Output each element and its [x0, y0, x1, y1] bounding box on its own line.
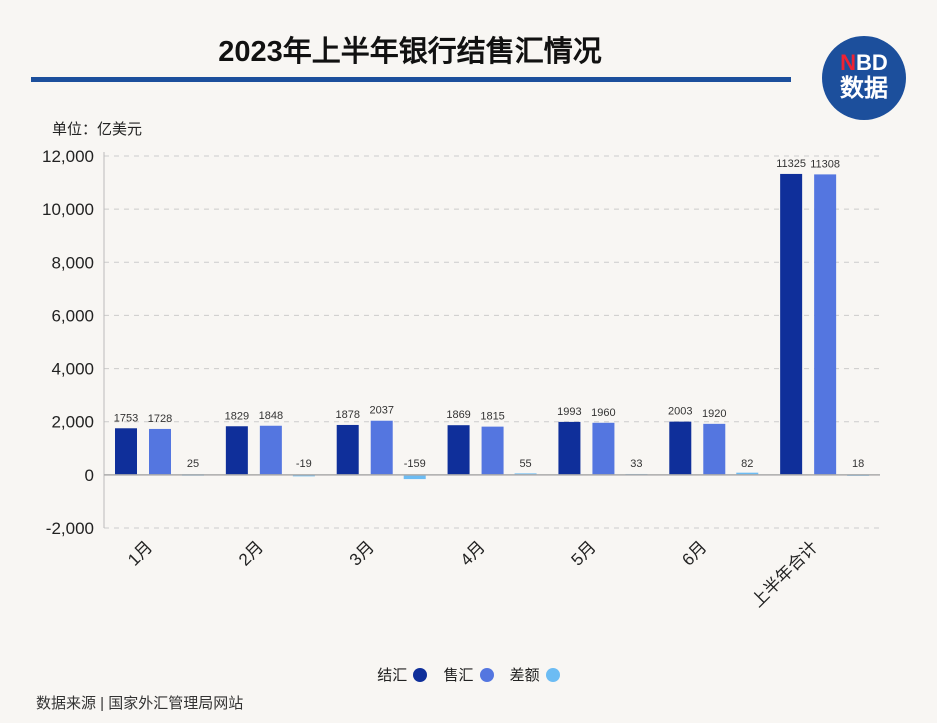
legend-item-jiehui: 结汇 [377, 667, 428, 684]
bar-0 [447, 425, 470, 475]
x-tick-label: 5月 [568, 537, 600, 569]
y-tick-label: 12,000 [42, 147, 94, 166]
y-tick-label: 8,000 [51, 253, 94, 272]
data-label: 18 [852, 458, 864, 470]
bar-0 [669, 421, 692, 475]
data-label: 1993 [557, 406, 581, 418]
bar-0 [336, 424, 359, 475]
data-label: 11325 [776, 158, 806, 170]
y-tick-label: 4,000 [51, 360, 94, 379]
x-tick-label: 上半年合计 [748, 537, 822, 611]
data-label: 82 [741, 458, 753, 470]
bar-0 [780, 173, 803, 475]
x-tick-label: 1月 [124, 537, 156, 569]
bar-1 [814, 174, 837, 475]
data-label: 1960 [591, 407, 615, 419]
bar-0 [558, 421, 581, 475]
data-label: 1920 [702, 408, 726, 420]
data-label: -159 [404, 458, 426, 470]
data-label: 33 [630, 458, 642, 470]
nbd-logo: NBD 数据 [822, 36, 906, 120]
data-label: 1728 [148, 413, 172, 425]
bar-0 [115, 428, 137, 475]
y-tick-label: 6,000 [51, 306, 94, 325]
data-label: 2003 [668, 406, 692, 418]
x-tick-label: 3月 [346, 537, 378, 569]
bar-1 [149, 428, 171, 475]
legend-item-cha-e: 差额 [510, 667, 560, 684]
data-label: 55 [519, 458, 531, 470]
source-note: 数据来源 | 国家外汇管理局网站 [36, 695, 244, 712]
data-label: 1815 [480, 411, 504, 423]
data-label: 1753 [114, 412, 138, 424]
y-tick-label: 10,000 [42, 200, 94, 219]
bar-2 [403, 474, 426, 480]
bar-2 [736, 472, 759, 475]
unit-label: 单位：亿美元 [52, 121, 143, 138]
bar-0 [225, 426, 248, 475]
data-label: -19 [296, 458, 312, 470]
title-rule [31, 77, 791, 82]
legend-swatch [479, 668, 494, 682]
bar-1 [370, 420, 393, 475]
data-label: 2037 [369, 405, 393, 417]
legend-swatch [413, 668, 428, 682]
legend-item-shouhui: 售汇 [443, 667, 494, 684]
data-label: 11308 [810, 158, 840, 170]
bar-1 [259, 425, 282, 475]
data-label: 1869 [446, 409, 470, 421]
y-tick-label: 0 [85, 466, 94, 485]
legend: 结汇 售汇 差额 [0, 664, 937, 685]
y-tick-label: 2,000 [51, 413, 94, 432]
bar-1 [481, 426, 504, 475]
data-label: 25 [187, 458, 199, 470]
bar-1 [592, 422, 615, 475]
chart-title: 2023年上半年银行结售汇情况 [218, 36, 602, 68]
x-tick-label: 6月 [678, 537, 710, 569]
y-tick-label: -2,000 [46, 519, 94, 538]
bar-1 [703, 423, 726, 475]
legend-swatch [545, 668, 560, 682]
data-label: 1829 [225, 410, 249, 422]
data-label: 1848 [259, 410, 283, 422]
x-tick-label: 2月 [235, 537, 267, 569]
data-label: 1878 [335, 409, 359, 421]
x-tick-label: 4月 [457, 537, 489, 569]
